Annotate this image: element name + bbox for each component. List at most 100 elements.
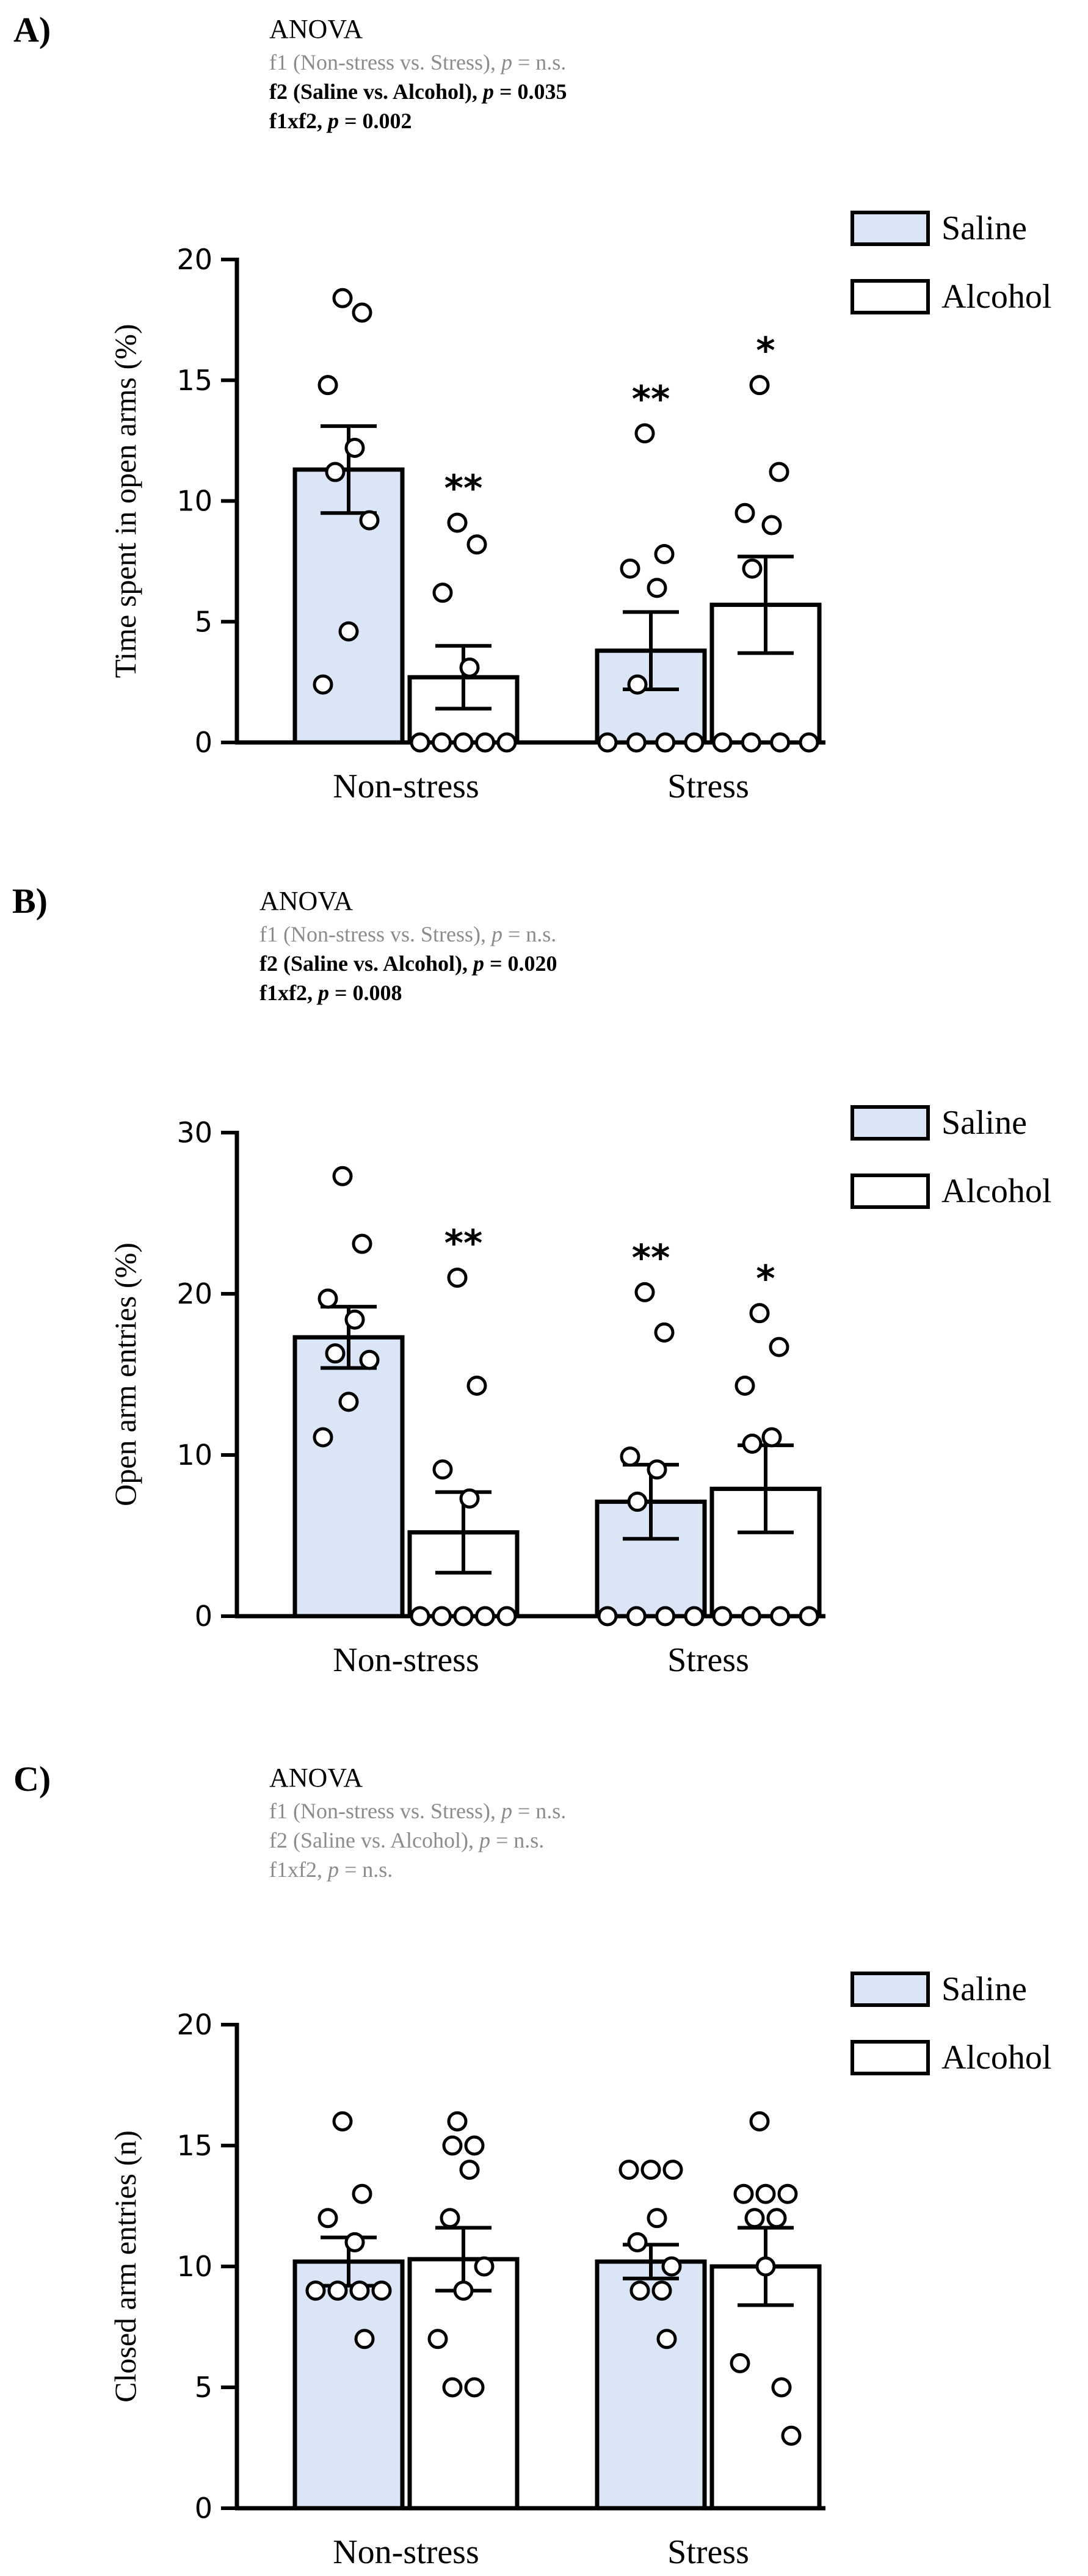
panel-a: A) ANOVA f1 (Non-stress vs. Stress), p = n… [13,10,1051,805]
data-point [432,732,452,753]
significance-marker: * [756,330,775,372]
data-point [634,423,655,444]
data-point [626,1606,647,1627]
data-point [466,534,487,555]
data-point [447,512,468,533]
data-point [730,2353,750,2373]
anova-title: ANOVA [269,1763,363,1793]
data-point [761,515,782,535]
data-point [496,1606,517,1627]
data-point [432,1606,452,1627]
data-point [654,1322,675,1343]
data-point [447,2111,468,2132]
y-tick-label: 15 [176,2129,212,2162]
significance-marker: ** [632,378,670,421]
anova-p-value: = 0.008 [329,981,402,1005]
anova-p-value: = n.s. [490,1828,544,1852]
legend-label-alcohol: Alcohol [941,2039,1051,2077]
y-tick-label: 0 [195,726,212,759]
data-point [474,2256,495,2277]
anova-line: f1xf2, p = n.s. [269,1857,393,1882]
anova-p-symbol: p [326,1857,339,1882]
data-point [634,1282,655,1302]
data-point [712,732,733,753]
anova-p-value: = 0.020 [484,951,557,976]
anova-p-value: = n.s. [502,922,556,946]
data-point [799,732,819,753]
data-point [332,1166,353,1186]
legend: Saline Alcohol [850,209,1051,316]
anova-line: f1xf2, p = 0.008 [259,981,402,1005]
data-point [769,1337,789,1357]
bar-saline [292,2259,405,2511]
anova-p-symbol: p [477,1828,490,1852]
data-point [770,1606,791,1627]
data-point [655,732,676,753]
x-category-label: Stress [667,2533,749,2571]
anova-p-symbol: p [471,951,484,976]
legend-swatch-alcohol [850,1174,930,1209]
anova-line-text: f1 (Non-stress vs. Stress), [269,1799,501,1823]
data-point [749,2111,770,2132]
panel-b: B) ANOVA f1 (Non-stress vs. Stress), p = n… [12,881,1051,1679]
data-point [466,1375,487,1396]
data-point [447,1268,468,1288]
y-tick-label: 10 [176,1439,212,1471]
data-point [317,2208,338,2229]
y-tick-label: 20 [176,2008,212,2041]
x-category-label: Non-stress [333,2533,479,2571]
legend-swatch-saline [850,1972,930,2007]
data-point [496,732,517,753]
data-point [734,1375,755,1396]
data-point [410,732,430,753]
panel-label: B) [12,881,48,921]
y-tick-label: 10 [176,485,212,518]
data-point [755,2183,776,2204]
data-point [371,2280,392,2301]
legend-label-alcohol: Alcohol [941,278,1051,316]
data-point [627,1492,648,1512]
legend-swatch-alcohol [850,279,930,314]
data-point [349,2280,370,2301]
data-point [647,1459,667,1480]
data-point [769,462,789,482]
anova-line-text: f1xf2, [269,109,328,133]
data-point [647,2208,667,2229]
anova-line-text: f2 (Saline vs. Alcohol), [269,79,483,104]
data-point [734,503,755,523]
data-point [332,2111,353,2132]
data-point [742,1434,763,1454]
anova-p-symbol: p [499,50,512,74]
panel-label: A) [13,10,51,49]
data-point [733,2183,754,2204]
y-axis-title: Closed arm entries (n) [108,2130,142,2403]
y-tick-label: 10 [176,2250,212,2283]
anova-line-text: f1 (Non-stress vs. Stress), [259,922,491,946]
data-point [626,732,647,753]
data-point [359,510,380,531]
data-point [656,2329,677,2349]
data-point [799,1606,819,1627]
data-point [344,1309,365,1330]
data-point [359,1349,380,1370]
y-tick-label: 0 [195,1600,212,1633]
data-point [327,2280,348,2301]
data-point [647,578,667,598]
bar-saline [595,2259,707,2511]
data-point [442,2135,463,2156]
data-point [442,2377,463,2398]
data-point [597,1606,618,1627]
anova-p-symbol: p [326,109,339,133]
significance-marker: * [756,1258,775,1301]
data-point [352,2183,372,2204]
data-point [766,2208,787,2229]
data-point [464,2377,485,2398]
data-point [352,302,372,323]
data-point [654,544,675,565]
data-point [317,1288,338,1309]
anova-title: ANOVA [259,886,353,916]
significance-marker: ** [632,1236,670,1279]
anova-line-text: f1 (Non-stress vs. Stress), [269,50,501,74]
data-point [761,1427,782,1448]
y-tick-label: 0 [195,2492,212,2525]
